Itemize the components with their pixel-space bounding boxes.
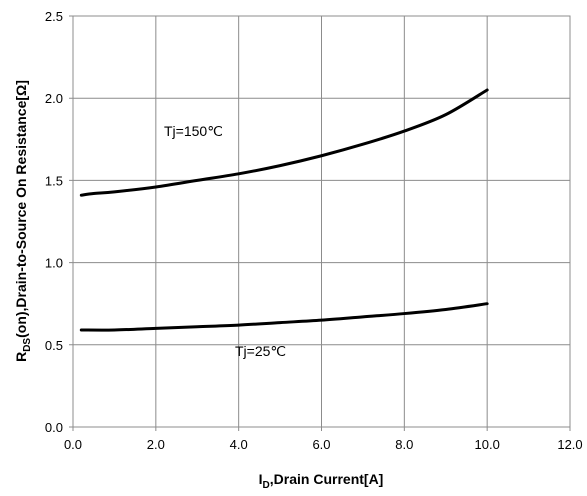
y-tick-labels: 0.0 0.5 1.0 1.5 2.0 2.5 <box>45 9 63 435</box>
x-tick-label: 8.0 <box>395 437 413 452</box>
y-tick-label: 0.5 <box>45 338 63 353</box>
y-tick-label: 2.0 <box>45 91 63 106</box>
y-tick-label: 2.5 <box>45 9 63 24</box>
plot-frame <box>72 15 571 428</box>
x-tick-label: 6.0 <box>312 437 330 452</box>
series-line-tj150 <box>79 88 489 197</box>
x-tick-label: 2.0 <box>147 437 165 452</box>
series-line-tj25 <box>79 302 489 332</box>
y-tick-label: 0.0 <box>45 420 63 435</box>
series-lines <box>79 88 489 332</box>
y-axis-title-sub: DS <box>22 338 33 352</box>
grid <box>69 15 571 431</box>
y-tick-label: 1.0 <box>45 256 63 271</box>
series-label-tj150: Tj=150℃ <box>164 123 223 139</box>
y-axis-title: RDS(on),Drain-to-Source On Resistance[Ω] <box>13 80 33 362</box>
x-axis-title-main: I <box>259 471 263 487</box>
x-tick-label: 12.0 <box>557 437 582 452</box>
x-axis-title-sub: D <box>263 480 270 491</box>
series-label-tj25: Tj=25℃ <box>235 343 286 359</box>
y-tick-label: 1.5 <box>45 173 63 188</box>
x-tick-label: 10.0 <box>475 437 500 452</box>
x-tick-label: 4.0 <box>230 437 248 452</box>
x-tick-labels: 0.0 2.0 4.0 6.0 8.0 10.0 12.0 <box>64 437 583 452</box>
y-axis-title-main: R <box>13 352 29 362</box>
x-axis-title: ID,Drain Current[A] <box>259 471 384 491</box>
x-tick-label: 0.0 <box>64 437 82 452</box>
y-axis-title-rest: (on),Drain-to-Source On Resistance[Ω] <box>13 80 29 338</box>
x-axis-title-rest: ,Drain Current[A] <box>270 471 384 487</box>
